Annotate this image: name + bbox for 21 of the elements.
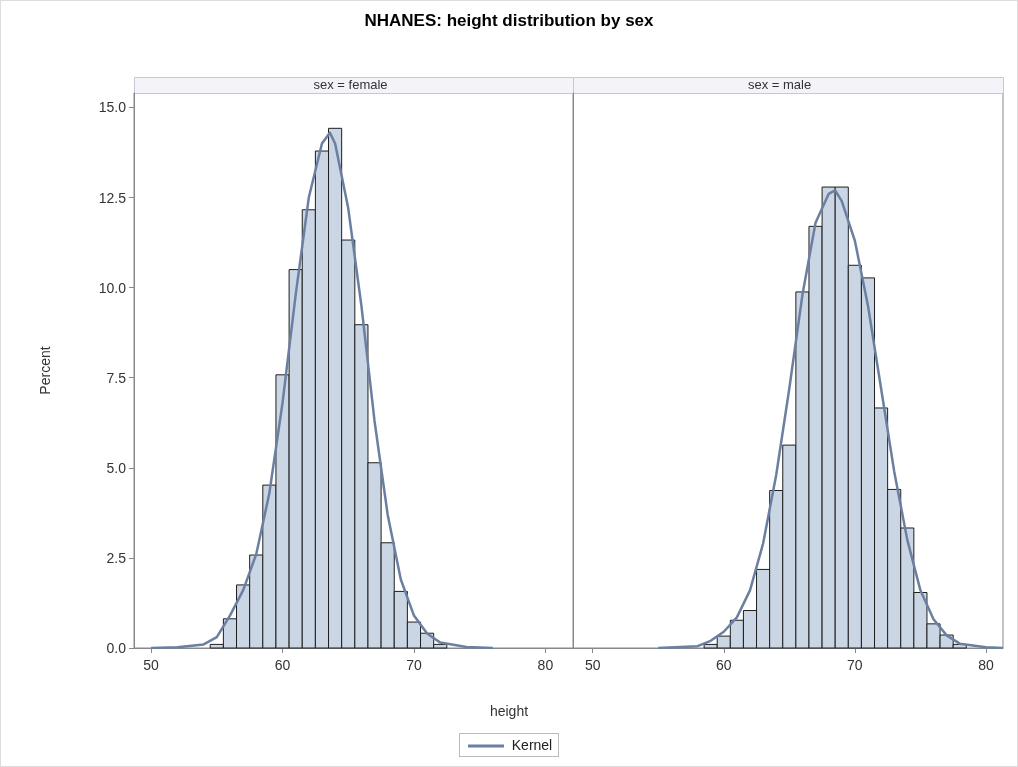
x-tick-label: 50: [584, 657, 601, 673]
x-tick-label: 60: [274, 657, 291, 673]
y-tick-label: 15.0: [98, 99, 127, 116]
y-tick-label: 12.5: [98, 189, 127, 206]
y-tick-label: 0.0: [106, 640, 127, 656]
x-tick-label: 80: [978, 657, 994, 673]
x-tick-label: 80: [537, 657, 554, 673]
y-tick-label: 7.5: [106, 369, 127, 386]
chart-subtitle: sex = male: [748, 77, 812, 92]
y-axis-title: Percent: [37, 346, 53, 395]
x-tick-label: 70: [406, 657, 422, 673]
chart-subtitle: sex = female: [313, 77, 388, 92]
x-tick-label: 70: [847, 657, 863, 673]
legend-label: Kernel: [511, 737, 553, 753]
x-tick-label: 60: [715, 657, 732, 673]
y-tick-label: 5.0: [106, 459, 127, 476]
chart-title: NHANES: height distribution by sex: [363, 11, 655, 31]
x-axis-title: height: [488, 703, 530, 719]
x-tick-label: 50: [143, 657, 160, 673]
y-tick-label: 2.5: [106, 549, 127, 566]
y-tick-label: 10.0: [98, 279, 127, 296]
